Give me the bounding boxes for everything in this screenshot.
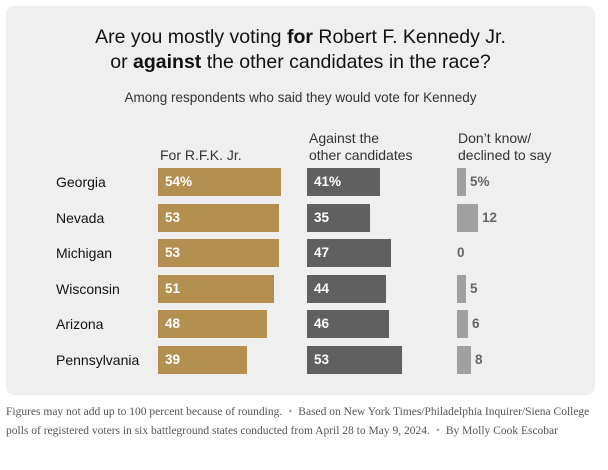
column-header-dont-know: Don’t know/declined to say <box>458 130 552 163</box>
data-label-for-pennsylvania: 39 <box>165 352 181 367</box>
rounding-note: Figures may not add up to 100 percent be… <box>6 406 283 418</box>
state-label-pennsylvania: Pennsylvania <box>56 352 140 368</box>
bar-for-michigan <box>158 239 279 267</box>
chart-subtitle: Among respondents who said they would vo… <box>124 90 477 105</box>
chart-title-line-2: or against the other candidates in the r… <box>110 51 491 73</box>
data-label-dont-know-arizona: 6 <box>472 316 480 331</box>
data-label-for-georgia: 54% <box>165 174 193 189</box>
data-label-dont-know-georgia: 5% <box>470 174 490 189</box>
bar-against-nevada <box>307 204 370 232</box>
state-label-nevada: Nevada <box>56 210 105 226</box>
separator-dot-icon: • <box>435 425 440 437</box>
state-label-georgia: Georgia <box>56 174 106 190</box>
bar-dont-know-wisconsin <box>457 275 466 303</box>
byline: By Molly Cook Escobar <box>445 425 558 437</box>
bar-for-georgia <box>158 168 281 196</box>
bar-against-wisconsin <box>307 275 386 303</box>
data-label-for-arizona: 48 <box>165 316 181 331</box>
footnotes: Figures may not add up to 100 percent be… <box>6 403 602 441</box>
data-label-for-nevada: 53 <box>165 210 181 225</box>
data-label-dont-know-wisconsin: 5 <box>470 281 478 296</box>
data-label-dont-know-nevada: 12 <box>482 210 498 225</box>
data-label-against-georgia: 41% <box>314 174 342 189</box>
bar-against-arizona <box>307 310 389 338</box>
chart-title-line-1: Are you mostly voting for Robert F. Kenn… <box>95 26 506 48</box>
data-label-dont-know-michigan: 0 <box>457 245 465 260</box>
data-label-dont-know-pennsylvania: 8 <box>475 352 483 367</box>
bar-against-georgia <box>307 168 380 196</box>
data-label-for-wisconsin: 51 <box>165 281 181 296</box>
data-label-against-pennsylvania: 53 <box>314 352 330 367</box>
data-label-against-arizona: 46 <box>314 316 330 331</box>
bar-against-michigan <box>307 239 391 267</box>
state-label-michigan: Michigan <box>56 245 113 261</box>
data-label-against-nevada: 35 <box>314 210 330 225</box>
separator-dot-icon: • <box>288 406 293 418</box>
bar-dont-know-pennsylvania <box>457 346 471 374</box>
bar-for-wisconsin <box>158 275 274 303</box>
bar-for-pennsylvania <box>158 346 247 374</box>
data-label-against-michigan: 47 <box>314 245 330 260</box>
column-header-against: Against the other candidates <box>309 130 413 163</box>
bar-dont-know-arizona <box>457 310 468 338</box>
data-label-against-wisconsin: 44 <box>314 281 330 296</box>
bar-dont-know-nevada <box>457 204 478 232</box>
bar-for-nevada <box>158 204 279 232</box>
chart-panel: Are you mostly voting for Robert F. Kenn… <box>6 6 595 395</box>
bar-against-pennsylvania <box>307 346 402 374</box>
column-header-for: For R.F.K. Jr. <box>160 147 242 163</box>
state-label-arizona: Arizona <box>56 316 104 332</box>
bar-for-arizona <box>158 310 267 338</box>
data-label-for-michigan: 53 <box>165 245 181 260</box>
bar-dont-know-georgia <box>457 168 466 196</box>
state-label-wisconsin: Wisconsin <box>56 281 120 297</box>
source-note: Based on New York Times/Philadelphia Inq… <box>6 406 590 437</box>
